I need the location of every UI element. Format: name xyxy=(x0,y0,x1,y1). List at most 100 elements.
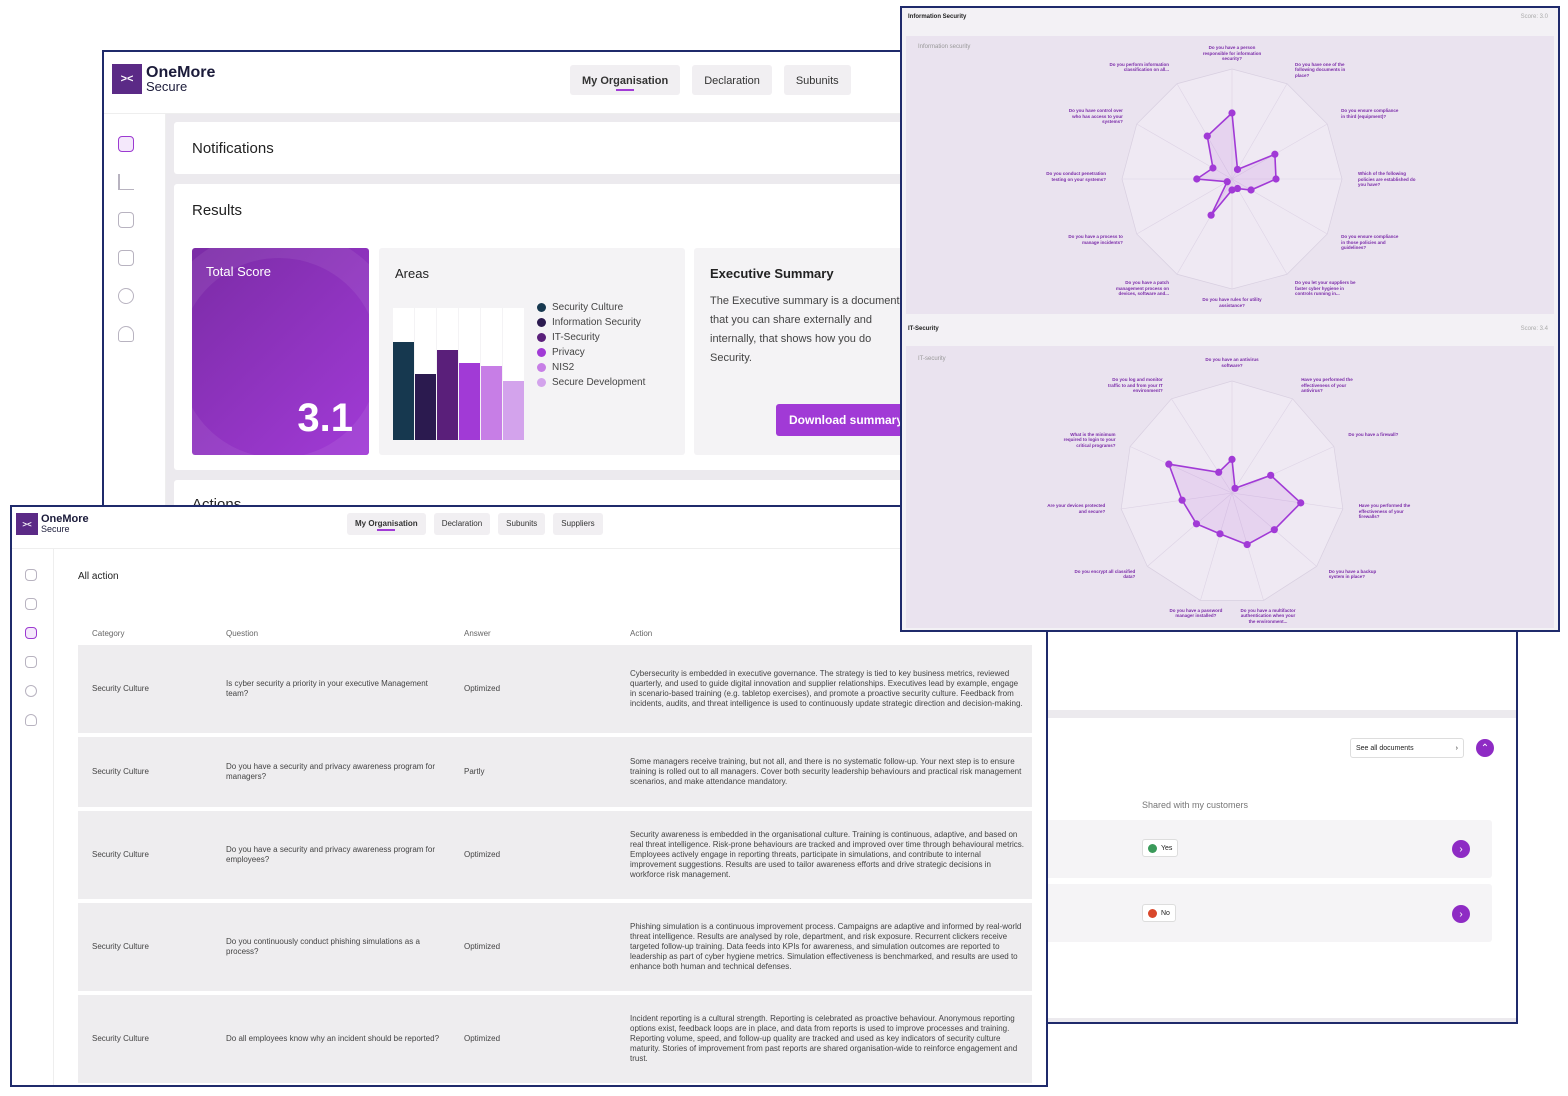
bar-security-culture[interactable] xyxy=(393,342,414,440)
checklist-icon[interactable] xyxy=(25,627,37,639)
tab-suppliers[interactable]: Suppliers xyxy=(553,513,603,535)
radar-point[interactable] xyxy=(1178,496,1186,504)
col-category: Category xyxy=(92,628,125,638)
radar-point[interactable] xyxy=(1203,132,1211,140)
document-icon[interactable] xyxy=(25,656,37,668)
it-radar-panel: IT-security Do you have an antivirus sof… xyxy=(906,346,1554,628)
legend-item: IT-Security xyxy=(537,330,645,345)
radar-spoke xyxy=(1200,492,1233,601)
dashboard-icon[interactable] xyxy=(118,136,134,152)
cell-question: Is cyber security a priority in your exe… xyxy=(212,645,450,733)
notifications-title: Notifications xyxy=(192,140,274,157)
table-row[interactable]: Security Culture Do you have a security … xyxy=(78,811,1032,899)
radar-point[interactable] xyxy=(1228,109,1236,117)
radar-point[interactable] xyxy=(1193,175,1201,183)
headset-icon[interactable] xyxy=(25,714,37,726)
radar-point[interactable] xyxy=(1231,484,1239,492)
radar-point[interactable] xyxy=(1233,184,1242,193)
chevron-right-icon: › xyxy=(1459,843,1463,855)
cell-category: Security Culture xyxy=(78,903,212,991)
bar-privacy[interactable] xyxy=(459,363,480,440)
sidebar xyxy=(12,549,54,1085)
table-row[interactable]: Security Culture Do you continuously con… xyxy=(78,903,1032,991)
radar-point[interactable] xyxy=(1271,150,1279,158)
open-row-button[interactable]: › xyxy=(1452,840,1470,858)
network-icon[interactable] xyxy=(25,685,37,697)
tab-my-organisation[interactable]: My Organisation xyxy=(570,65,681,95)
legend-dot-icon xyxy=(537,348,546,357)
see-all-documents-button[interactable]: See all documents › xyxy=(1350,738,1464,758)
tab-subunits[interactable]: Subunits xyxy=(783,65,851,95)
collapse-button[interactable]: ⌃ xyxy=(1476,739,1494,757)
radar-axis-label: Have you performed the effectiveness of … xyxy=(1358,503,1411,520)
radar-point[interactable] xyxy=(1228,186,1236,194)
radar-point[interactable] xyxy=(1216,530,1224,538)
radar-point[interactable] xyxy=(1270,526,1278,534)
legend-label: Security Culture xyxy=(552,302,624,313)
legend-label: Privacy xyxy=(552,347,585,358)
radar-axis-label: Do you let your suppliers be faster cybe… xyxy=(1295,280,1356,297)
logo[interactable]: >< OneMore Secure xyxy=(112,64,215,94)
document-row[interactable]: No › xyxy=(1034,884,1492,942)
bar-information-security[interactable] xyxy=(415,374,436,440)
table-row[interactable]: Security Culture Do all employees know w… xyxy=(78,995,1032,1083)
table-row[interactable]: Security Culture Do you have a security … xyxy=(78,737,1032,807)
logo-line2: Secure xyxy=(41,524,70,534)
cell-action: Some managers receive training, but not … xyxy=(616,737,1032,807)
checklist-icon[interactable] xyxy=(118,212,134,228)
legend-dot-icon xyxy=(537,378,546,387)
chevron-right-icon: › xyxy=(1455,744,1458,752)
radar-axis-label: Do you ensure compliance in third (equip… xyxy=(1341,108,1399,119)
logo-mark-icon: >< xyxy=(16,513,38,535)
radar-point[interactable] xyxy=(1247,186,1255,194)
radar-point[interactable] xyxy=(1297,499,1305,507)
radar-point[interactable] xyxy=(1223,178,1231,186)
bar-secure-development[interactable] xyxy=(503,381,524,440)
radar-point[interactable] xyxy=(1272,175,1280,183)
network-icon[interactable] xyxy=(118,288,134,304)
chart-icon[interactable] xyxy=(118,174,134,190)
radar-point[interactable] xyxy=(1228,455,1236,463)
tab-declaration[interactable]: Declaration xyxy=(433,513,491,535)
radar-point[interactable] xyxy=(1209,164,1217,172)
document-icon[interactable] xyxy=(118,250,134,266)
download-summary-button[interactable]: Download summary xyxy=(776,404,906,436)
info-sub: Information security xyxy=(918,44,971,50)
total-score-label: Total Score xyxy=(206,264,272,279)
chevron-right-icon: › xyxy=(1459,908,1463,920)
table-header: Category Question Answer Action xyxy=(78,627,1032,641)
it-panel-score: Score: 3.4 xyxy=(1520,326,1548,332)
radar-axis-label: Do you have an antivirus software? xyxy=(1205,357,1259,368)
radar-point[interactable] xyxy=(1165,460,1173,468)
dashboard-icon[interactable] xyxy=(25,569,37,581)
see-all-label: See all documents xyxy=(1356,744,1414,752)
cell-action: Incident reporting is a cultural strengt… xyxy=(616,995,1032,1083)
col-answer: Answer xyxy=(464,628,491,638)
table-row[interactable]: Security Culture Is cyber security a pri… xyxy=(78,645,1032,733)
logo[interactable]: >< OneMore Secure xyxy=(16,513,89,535)
open-row-button[interactable]: › xyxy=(1452,905,1470,923)
radar-axis-label: Do you have rules for utility assistance… xyxy=(1202,297,1262,308)
radar-axis-label: Do you have one of the following documen… xyxy=(1295,61,1346,78)
radar-axis-label: What is the minimum required to login to… xyxy=(1063,431,1116,448)
cell-action: Phishing simulation is a continuous impr… xyxy=(616,903,1032,991)
bar-nis2[interactable] xyxy=(481,366,502,440)
tab-subunits[interactable]: Subunits xyxy=(498,513,546,535)
col-action: Action xyxy=(630,628,653,638)
headset-icon[interactable] xyxy=(118,326,134,342)
radar-point[interactable] xyxy=(1233,165,1242,174)
chart-icon[interactable] xyxy=(25,598,37,610)
radar-point[interactable] xyxy=(1207,211,1215,219)
radar-point[interactable] xyxy=(1243,540,1251,549)
tab-my-organisation[interactable]: My Organisation xyxy=(347,513,426,535)
radar-point[interactable] xyxy=(1267,471,1275,479)
radar-spoke xyxy=(1129,446,1233,494)
legend-item: Privacy xyxy=(537,345,645,360)
bar-it-security[interactable] xyxy=(437,350,458,440)
document-row[interactable]: Yes › xyxy=(1034,820,1492,878)
radar-axis-label: Do you log and monitor traffic to and fr… xyxy=(1108,377,1163,394)
status-badge: Yes xyxy=(1142,839,1179,857)
radar-point[interactable] xyxy=(1215,468,1223,476)
radar-point[interactable] xyxy=(1192,520,1201,528)
tab-declaration[interactable]: Declaration xyxy=(692,65,772,95)
